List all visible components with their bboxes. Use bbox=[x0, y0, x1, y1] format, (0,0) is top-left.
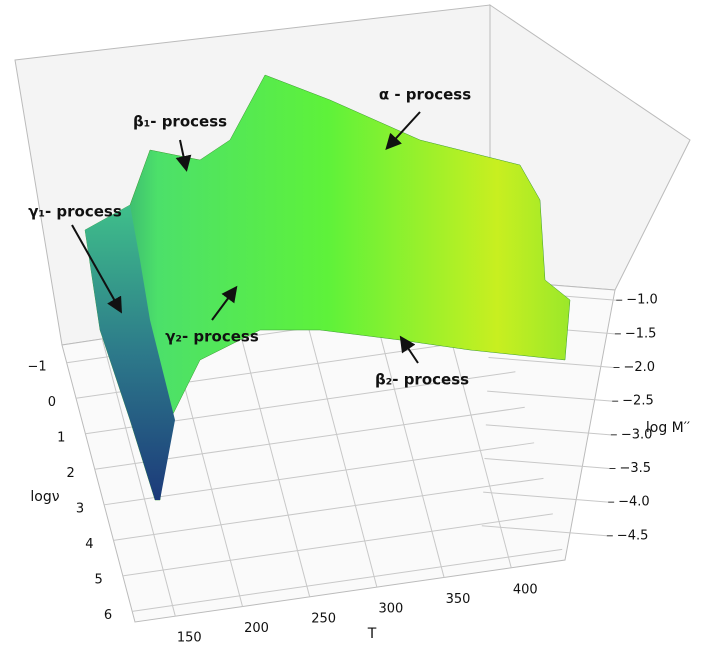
x-axis-label: logν bbox=[30, 489, 59, 505]
z-tick-label: −2.5 bbox=[622, 394, 654, 409]
annotation: γ₁- process bbox=[28, 203, 122, 221]
grid-line bbox=[113, 477, 544, 541]
y-tick-label: 150 bbox=[177, 631, 202, 646]
y-tick-label: 400 bbox=[513, 582, 538, 597]
z-tick-label: −3.0 bbox=[621, 427, 653, 442]
arrow bbox=[399, 335, 419, 364]
z-tick-label: −4.0 bbox=[618, 495, 650, 510]
grid-line bbox=[122, 513, 553, 577]
y-tick-label: 250 bbox=[311, 611, 336, 626]
grid-line bbox=[303, 309, 378, 588]
surface bbox=[84, 74, 571, 501]
grid-line bbox=[481, 525, 607, 537]
surface-dark bbox=[85, 205, 175, 500]
annotation: γ₂- process bbox=[165, 328, 259, 346]
grid-line bbox=[104, 442, 535, 506]
grid-line bbox=[101, 339, 176, 617]
x-tick-label: 5 bbox=[95, 572, 103, 587]
grid-line bbox=[487, 390, 613, 402]
z-tick-label: −1.5 bbox=[625, 326, 657, 341]
z-axis-label: log M′′ bbox=[646, 420, 690, 436]
annotation: β₂- process bbox=[375, 371, 469, 389]
z-tick-label: −4.5 bbox=[617, 528, 649, 543]
y-tick-label: 200 bbox=[244, 621, 269, 636]
grid-line bbox=[236, 319, 311, 597]
annotations: α - process β₁- process γ₁- process γ₂- … bbox=[28, 86, 471, 389]
grid-line bbox=[484, 457, 610, 469]
z-tick-label: −2.0 bbox=[624, 360, 656, 375]
y-tick-label: 350 bbox=[446, 592, 471, 607]
arrow bbox=[385, 111, 421, 150]
grid-line bbox=[488, 357, 614, 369]
grid-line bbox=[483, 491, 609, 503]
z-tick-label: −1.0 bbox=[626, 293, 658, 308]
annotation: β₁- process bbox=[133, 113, 227, 131]
x-tick-label: −1 bbox=[28, 359, 47, 374]
grid-line bbox=[132, 548, 563, 612]
x-tick-label: 2 bbox=[66, 466, 74, 481]
arrow bbox=[175, 139, 192, 172]
y-tick-label: 300 bbox=[378, 602, 403, 617]
x-tick-label: 3 bbox=[76, 501, 84, 516]
arrow bbox=[71, 224, 122, 314]
z-tick-label: −3.5 bbox=[619, 461, 651, 476]
arrow bbox=[211, 285, 238, 321]
x-tick-label: 6 bbox=[104, 608, 112, 623]
grid-line bbox=[485, 424, 611, 436]
annotation: α - process bbox=[379, 86, 471, 104]
x-tick-label: 1 bbox=[57, 430, 65, 445]
grid-line bbox=[370, 300, 445, 578]
y-axis-label: T bbox=[367, 626, 377, 642]
x-tick-label: 4 bbox=[85, 537, 93, 552]
x-tick-label: 0 bbox=[48, 395, 56, 410]
